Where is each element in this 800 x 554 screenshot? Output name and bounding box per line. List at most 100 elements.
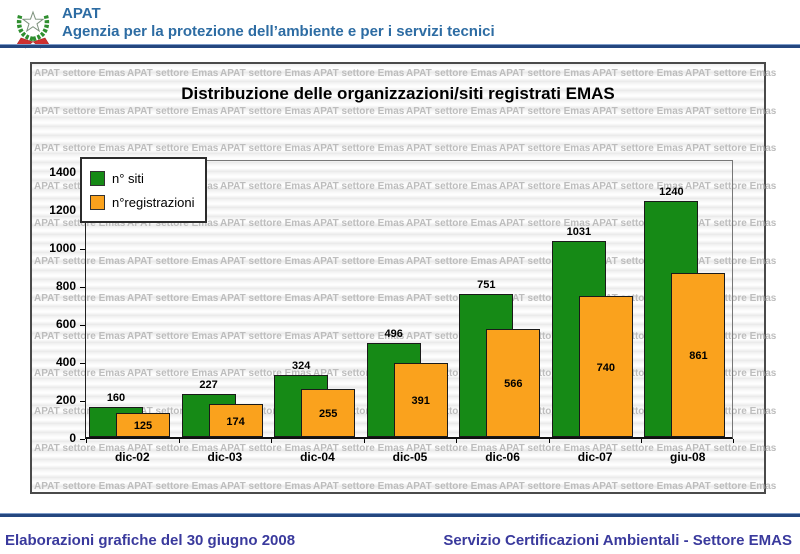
watermark-text: APAT settore Emas: [592, 330, 684, 342]
watermark-text: APAT settore Emas: [592, 293, 684, 304]
y-axis-label: 0: [69, 431, 76, 445]
watermark-text: APAT settore Emas: [685, 443, 777, 454]
watermark-text: APAT settore Emas: [127, 480, 219, 492]
value-label-siti: 1240: [659, 186, 684, 198]
y-axis-label: 1000: [49, 241, 76, 255]
x-axis-label-dic-03: dic-03: [207, 450, 243, 464]
watermark-text: APAT settore Emas: [220, 218, 312, 229]
y-axis-tick: [80, 287, 85, 288]
x-axis-tick: [86, 439, 87, 443]
watermark-text: APAT settore Emas: [685, 293, 777, 304]
value-label-registrazioni: 740: [596, 361, 616, 374]
value-label-siti: 324: [291, 360, 311, 372]
watermark-text: APAT settore Emas: [406, 330, 498, 342]
chart-title: Distribuzione delle organizzazioni/siti …: [181, 84, 615, 103]
watermark-text: APAT settore Emas: [220, 368, 312, 379]
plot-area: 0 200 400 600 800 1000 1200 1400 160 125 dic-02 227…: [49, 160, 734, 464]
watermark-text: APAT settore Emas: [127, 405, 219, 417]
watermark-text: APAT settore Emas: [220, 255, 312, 267]
italy-emblem-logo: [15, 10, 51, 49]
value-label-registrazioni: 861: [689, 350, 708, 362]
watermark-text: APAT settore Emas: [313, 443, 405, 454]
x-axis-label-dic-05: dic-05: [392, 450, 428, 464]
watermark-text: APAT settore Emas: [313, 330, 405, 342]
watermark-text: APAT settore Emas: [313, 368, 405, 379]
watermark-text: APAT settore Emas: [499, 330, 591, 342]
watermark-text: APAT settore Emas: [592, 105, 684, 117]
footer-right-text: Servizio Certificazioni Ambientali - Set…: [443, 532, 792, 549]
watermark-text: APAT settore Emas: [313, 180, 405, 192]
watermark-text: APAT settore Emas: [592, 68, 684, 79]
watermark-text: APAT settore Emas: [406, 368, 498, 379]
watermark-text: APAT settore Emas: [592, 218, 684, 229]
watermark-text: APAT settore Emas: [313, 68, 405, 79]
watermark-text: APAT settore Emas: [127, 255, 219, 267]
legend-swatch-icon: [90, 194, 105, 210]
header-subtitle: Agenzia per la protezione dell’ambiente …: [62, 23, 495, 40]
watermark-text: APAT settore Emas: [499, 405, 591, 417]
value-label-registrazioni: 125: [133, 420, 153, 432]
watermark-text: APAT settore Emas: [499, 255, 591, 267]
y-axis-label: 400: [55, 355, 76, 369]
value-label-registrazioni: 255: [318, 408, 338, 420]
watermark-text: APAT settore Emas: [220, 105, 312, 117]
watermark-text: APAT settore Emas: [499, 68, 591, 79]
x-axis-tick: [733, 439, 734, 443]
watermark-text: APAT settore Emas: [406, 480, 498, 492]
watermark-text: APAT settore Emas: [313, 218, 405, 229]
x-axis-tick: [363, 439, 365, 443]
x-axis-tick: [641, 439, 643, 443]
y-axis-tick: [80, 401, 85, 402]
watermark-text: APAT settore Emas: [127, 368, 219, 379]
value-label-siti: 160: [106, 392, 126, 404]
watermark-text: APAT settore Emas: [34, 143, 126, 154]
watermark-text: APAT settore Emas: [499, 293, 591, 304]
watermark-text: APAT settore Emas: [34, 105, 126, 117]
watermark-text: APAT settore Emas: [685, 330, 777, 342]
legend-label: n° siti: [112, 170, 144, 186]
watermark-text: APAT settore Emas: [220, 480, 312, 492]
x-axis-label-dic-06: dic-06: [485, 450, 520, 464]
watermark-text: APAT settore Emas: [499, 443, 591, 454]
watermark-text: APAT settore Emas: [592, 480, 684, 492]
watermark-text: APAT settore Emas: [127, 218, 219, 229]
y-axis-tick: [80, 363, 85, 364]
watermark-text: APAT settore Emas: [685, 143, 777, 154]
watermark-text: APAT settore Emas: [34, 405, 126, 417]
watermark-text: APAT settore Emas: [406, 255, 498, 267]
watermark-text: APAT settore Emas: [592, 405, 684, 417]
watermark-text: APAT settore Emas: [127, 330, 219, 342]
watermark-text: APAT settore Emas: [34, 218, 126, 229]
legend-item: n°registrazioni: [90, 190, 195, 214]
y-axis-tick: [80, 439, 85, 440]
watermark-text: APAT settore Emas: [685, 218, 777, 229]
watermark-text: APAT settore Emas: [127, 293, 219, 304]
watermark-text: APAT settore Emas: [220, 330, 312, 342]
watermark-text: APAT settore Emas: [406, 443, 498, 454]
watermark-text: APAT settore Emas: [313, 405, 405, 417]
value-label-siti: 751: [477, 279, 496, 291]
y-axis-label: 600: [55, 317, 76, 331]
watermark-text: APAT settore Emas: [406, 293, 498, 304]
watermark-text: APAT settore Emas: [34, 180, 125, 192]
watermark-text: APAT settore Emas: [127, 68, 219, 79]
watermark-text: APAT settore Emas: [34, 330, 126, 342]
watermark-text: APAT settore Emas: [685, 368, 777, 379]
watermark-text: APAT settore Emas: [592, 255, 684, 267]
legend-item: n° siti: [90, 166, 195, 190]
bar-registrazioni-dic-04: [301, 389, 356, 437]
watermark-text: APAT settore Emas: [499, 180, 591, 192]
watermark-text: APAT settore Emas: [406, 405, 498, 417]
bar-registrazioni-giu-08: [671, 273, 726, 437]
value-label-registrazioni: 174: [226, 415, 245, 428]
watermark-text: APAT settore Emas: [34, 480, 126, 492]
watermark-text: APAT settore Emas: [313, 105, 405, 117]
legend-swatch-icon: [90, 170, 105, 186]
chart-panel: APAT settore Emas APAT settore Emas APAT s…: [30, 62, 776, 494]
watermark-text: APAT settore Emas: [34, 293, 126, 304]
y-axis-label: 200: [55, 393, 76, 407]
bar-registrazioni-dic-02: [116, 413, 170, 437]
y-axis-label: 1200: [49, 203, 76, 217]
footer-divider: [0, 513, 800, 517]
